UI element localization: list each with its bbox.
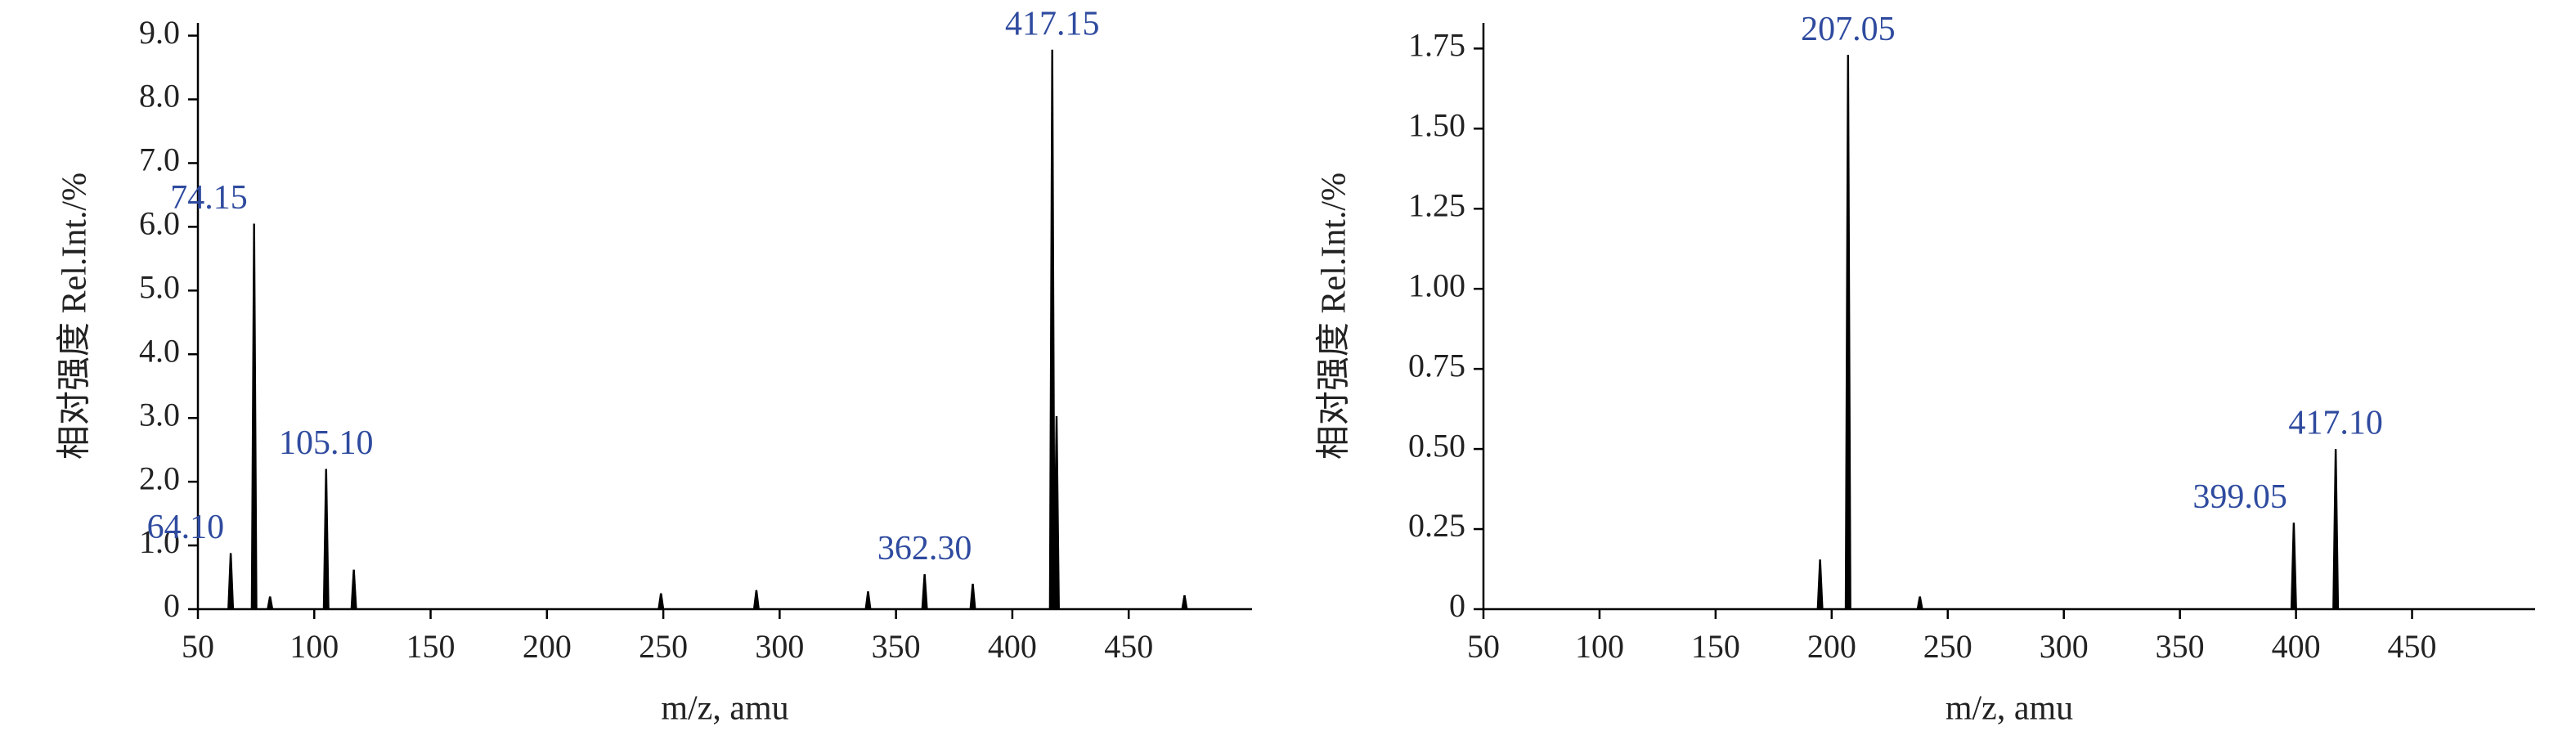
x-axis-label: m/z, amu: [661, 690, 788, 728]
y-tick-label: 8.0: [139, 78, 180, 114]
peak: [227, 553, 235, 609]
y-tick-label: 1.00: [1408, 267, 1465, 303]
y-tick-label: 5.0: [139, 268, 180, 305]
y-tick-label: 0: [164, 587, 180, 624]
peak: [2332, 449, 2340, 609]
peak: [921, 574, 928, 609]
peak: [322, 469, 330, 609]
peak-label: 74.15: [170, 179, 248, 217]
x-tick-label: 400: [988, 628, 1037, 665]
y-tick-label: 2.0: [139, 460, 180, 496]
x-tick-label: 200: [1807, 628, 1856, 665]
peak: [1048, 49, 1056, 610]
peak-label: 105.10: [279, 424, 374, 462]
y-tick-label: 1.50: [1408, 106, 1465, 143]
y-tick-label: 9.0: [139, 14, 180, 51]
peak-label: 207.05: [1801, 11, 1896, 48]
peak-label: 64.10: [147, 509, 225, 546]
peak: [250, 223, 258, 609]
y-tick-label: 6.0: [139, 205, 180, 242]
x-tick-label: 400: [2272, 628, 2321, 665]
peak-label: 399.05: [2192, 478, 2287, 516]
y-tick-label: 1.75: [1408, 27, 1465, 64]
y-tick-label: 0.25: [1408, 507, 1465, 544]
peak: [1844, 55, 1851, 610]
x-axis-label: m/z, amu: [1945, 690, 2073, 728]
x-tick-label: 50: [1467, 628, 1500, 665]
x-tick-label: 350: [2156, 628, 2205, 665]
y-tick-label: 1.0: [139, 523, 180, 560]
peak-label: 362.30: [877, 530, 972, 567]
peak: [1052, 415, 1060, 609]
y-tick-label: 3.0: [139, 396, 180, 433]
peak: [969, 583, 976, 609]
y-tick-label: 4.0: [139, 332, 180, 369]
x-tick-label: 300: [755, 628, 804, 665]
peak: [1916, 596, 1923, 609]
y-axis-label: 相对强度 Rel.Int./%: [1316, 173, 1353, 460]
x-tick-label: 450: [1104, 628, 1153, 665]
y-tick-label: 1.25: [1408, 186, 1465, 223]
x-tick-label: 150: [406, 628, 456, 665]
peak-label: 417.15: [1005, 5, 1100, 43]
y-tick-label: 0.75: [1408, 347, 1465, 383]
x-tick-label: 250: [639, 628, 688, 665]
y-axis-label: 相对强度 Rel.Int./%: [56, 173, 94, 460]
y-tick-label: 7.0: [139, 141, 180, 178]
peak: [752, 590, 760, 609]
peak-label: 417.10: [2288, 405, 2383, 442]
x-tick-label: 50: [182, 628, 214, 665]
x-tick-label: 150: [1691, 628, 1740, 665]
peak: [2290, 522, 2297, 609]
peak: [1181, 594, 1188, 609]
x-tick-label: 350: [872, 628, 921, 665]
x-tick-label: 100: [1575, 628, 1624, 665]
x-tick-label: 450: [2388, 628, 2437, 665]
x-tick-label: 100: [289, 628, 339, 665]
peak: [657, 593, 665, 609]
peak: [864, 591, 872, 609]
x-tick-label: 300: [2040, 628, 2089, 665]
y-tick-label: 0.50: [1408, 427, 1465, 464]
peak: [1816, 559, 1824, 609]
x-tick-label: 200: [523, 628, 572, 665]
y-tick-label: 0: [1449, 587, 1465, 624]
x-tick-label: 250: [1923, 628, 1972, 665]
peak: [267, 596, 274, 609]
peak: [350, 569, 357, 609]
